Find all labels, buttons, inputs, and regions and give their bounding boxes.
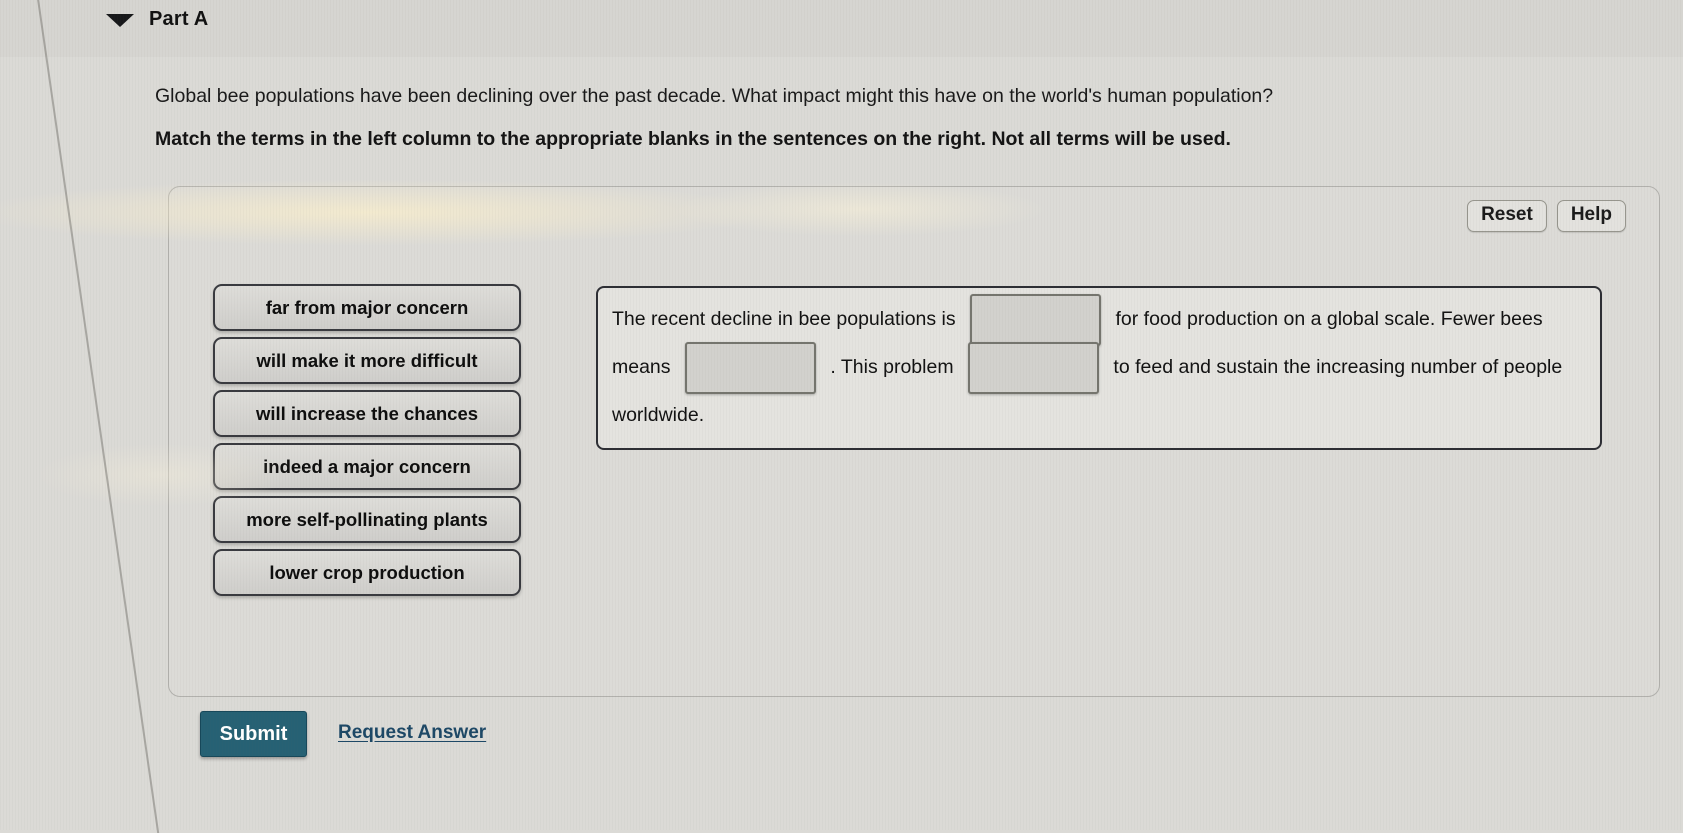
answer-blank-2[interactable] [684, 341, 816, 394]
triangle-down-icon[interactable] [106, 14, 134, 27]
sentence-segment-1: The recent decline in bee populations is [612, 308, 956, 330]
term-chip-far-from-major-concern[interactable]: far from major concern [213, 284, 521, 331]
sentence-segment-3: . This problem [830, 356, 954, 378]
matching-activity-panel: Reset Help far from major concern will m… [168, 186, 1660, 697]
term-chip-lower-crop-production[interactable]: lower crop production [213, 549, 521, 596]
sentence-segment-4: to feed and sustain the increasing numbe… [612, 356, 1563, 426]
panel-toolbar: Reset Help [1467, 200, 1626, 232]
sentence-target-panel: The recent decline in bee populations is… [596, 286, 1602, 450]
term-chip-more-self-pollinating-plants[interactable]: more self-pollinating plants [213, 496, 521, 543]
term-chip-will-make-it-more-difficult[interactable]: will make it more difficult [213, 337, 521, 384]
submit-button[interactable]: Submit [200, 711, 307, 757]
part-title: Part A [149, 8, 209, 30]
screen-edge-line [36, 0, 160, 833]
sentence-paragraph: The recent decline in bee populations is… [612, 293, 1586, 439]
help-button[interactable]: Help [1556, 200, 1626, 232]
answer-blank-1[interactable] [970, 293, 1102, 346]
answer-blank-3[interactable] [968, 341, 1099, 394]
sentence-segment-2: for food production on a global scale. F… [612, 308, 1543, 378]
request-answer-link[interactable]: Request Answer [338, 722, 487, 743]
question-instruction: Match the terms in the left column to th… [155, 128, 1231, 150]
terms-column: far from major concern will make it more… [213, 284, 521, 596]
part-header-strip [0, 0, 1683, 57]
question-prompt: Global bee populations have been declini… [155, 85, 1274, 107]
term-chip-will-increase-the-chances[interactable]: will increase the chances [213, 390, 521, 437]
term-chip-indeed-a-major-concern[interactable]: indeed a major concern [213, 443, 521, 490]
reset-button[interactable]: Reset [1467, 200, 1547, 232]
